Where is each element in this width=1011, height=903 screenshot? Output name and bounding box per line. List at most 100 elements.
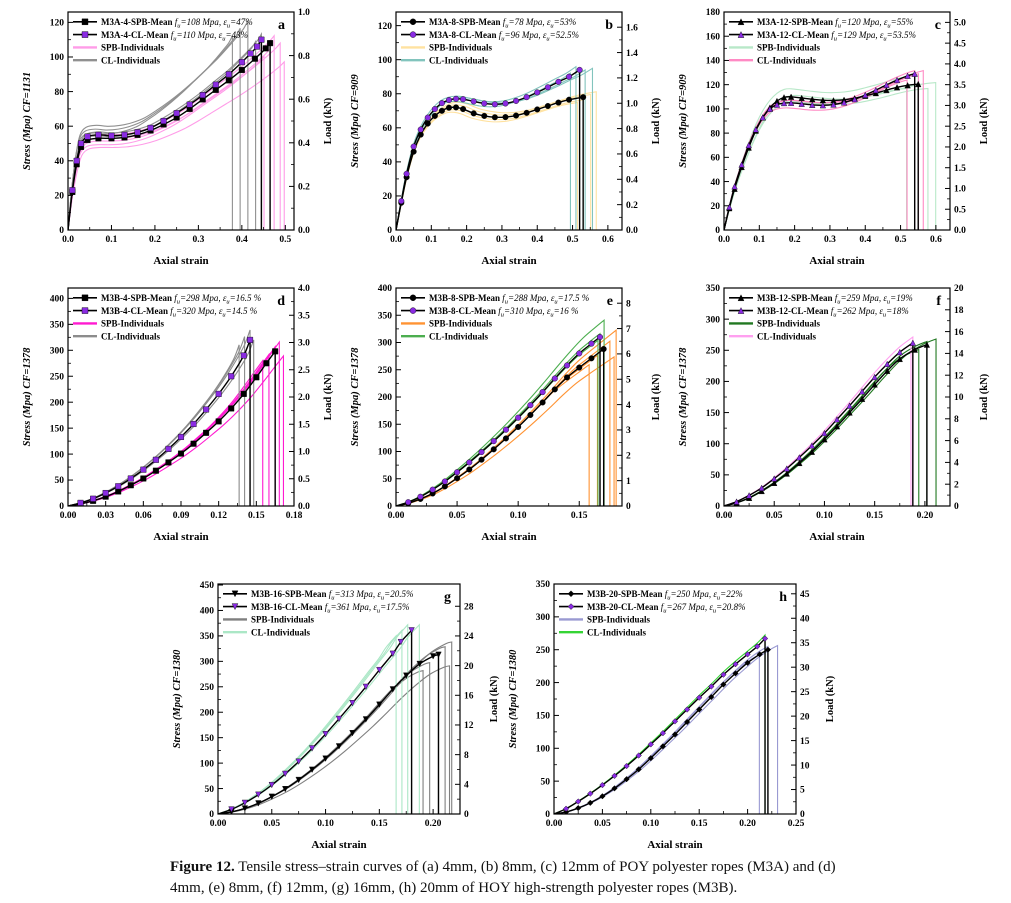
svg-text:Load (kN): Load (kN)	[651, 373, 662, 420]
panel-g-container: 0.00 0.05 0.10 0.15 0.20 0 50 100 150 200 250 300 35…	[170, 576, 504, 859]
svg-text:60: 60	[711, 154, 721, 164]
svg-text:5: 5	[626, 375, 631, 385]
panel-g-spb-mean-markers	[228, 651, 442, 814]
panel-h-axes: 0.00 0.05 0.10 0.15 0.20 0.250501001502002503…	[508, 580, 836, 851]
svg-text:0.05: 0.05	[766, 511, 783, 521]
svg-text:2: 2	[626, 452, 631, 462]
chart-e: 0.00 0.05 0.10 0.15050100150200250300350400…	[350, 284, 662, 543]
svg-text:100: 100	[378, 56, 393, 66]
svg-text:0.15: 0.15	[866, 511, 883, 521]
svg-text:0.3: 0.3	[192, 235, 204, 245]
svg-text:M3B-8-SPB-Mean fu=288 Mpa, εu=: M3B-8-SPB-Mean fu=288 Mpa, εu=17.5 %	[429, 293, 589, 306]
svg-text:25: 25	[800, 688, 810, 698]
svg-text:100: 100	[50, 53, 65, 63]
svg-text:35: 35	[800, 639, 810, 649]
svg-text:Axial strain: Axial strain	[809, 531, 864, 543]
svg-text:SPB-Individuals: SPB-Individuals	[757, 319, 821, 329]
panel-g-curves	[218, 623, 453, 814]
svg-text:300: 300	[378, 339, 393, 349]
svg-text:0: 0	[800, 810, 805, 820]
panel-h-cl-mean-markers	[563, 635, 769, 812]
svg-text:15: 15	[800, 737, 810, 747]
svg-text:Stress (Mpa) CF=1378: Stress (Mpa) CF=1378	[350, 347, 361, 446]
svg-text:20: 20	[464, 662, 474, 672]
svg-text:14: 14	[954, 350, 964, 360]
svg-text:Stress (Mpa) CF=1380: Stress (Mpa) CF=1380	[172, 649, 183, 748]
panel-a-legend: M3A-4-SPB-Mean fu=108 Mpa, εu=47%M3A-4-C…	[73, 17, 253, 65]
svg-text:M3A-12-SPB-Mean fu=120 Mpa, εu: M3A-12-SPB-Mean fu=120 Mpa, εu=55%	[757, 17, 913, 30]
svg-text:50: 50	[541, 777, 551, 787]
svg-text:0.6: 0.6	[626, 150, 638, 160]
svg-text:1.0: 1.0	[954, 185, 966, 195]
panel-letter-c: c	[935, 18, 941, 33]
svg-text:2: 2	[954, 480, 959, 490]
panel-b-curves	[396, 65, 597, 230]
svg-text:Stress (Mpa) CF=1131: Stress (Mpa) CF=1131	[22, 72, 33, 170]
svg-text:20: 20	[711, 202, 721, 212]
svg-text:40: 40	[55, 157, 65, 167]
svg-text:0.6: 0.6	[930, 235, 942, 245]
svg-text:350: 350	[378, 311, 393, 321]
svg-text:0.00: 0.00	[60, 511, 77, 521]
svg-text:Axial strain: Axial strain	[311, 839, 366, 851]
svg-text:0.20: 0.20	[425, 819, 442, 829]
svg-text:Axial strain: Axial strain	[481, 255, 536, 267]
panel-c-legend: M3A-12-SPB-Mean fu=120 Mpa, εu=55%M3A-12…	[729, 17, 916, 65]
panel-d-curves	[68, 329, 285, 506]
svg-text:300: 300	[706, 315, 721, 325]
svg-text:0.10: 0.10	[816, 511, 833, 521]
chart-b: 0.0 0.1 0.2 0.3 0.4 0.5 0.6 0 20 40 60 80 100 120 0.0 0…	[350, 11, 662, 267]
svg-text:0: 0	[209, 810, 214, 820]
panel-e-legend: M3B-8-SPB-Mean fu=288 Mpa, εu=17.5 %M3B-…	[401, 293, 589, 341]
panel-e-container: 0.00 0.05 0.10 0.15 0 50 100 150 200 250 300 350 400…	[348, 280, 666, 551]
svg-text:M3A-8-SPB-Mean fu=78 Mpa, εu=5: M3A-8-SPB-Mean fu=78 Mpa, εu=53%	[429, 17, 576, 30]
svg-text:SPB-Individuals: SPB-Individuals	[429, 43, 493, 53]
svg-text:350: 350	[706, 284, 721, 294]
caption-label: Figure 12.	[170, 859, 235, 875]
svg-text:0.0: 0.0	[62, 235, 74, 245]
svg-text:40: 40	[800, 614, 810, 624]
svg-text:100: 100	[200, 759, 215, 769]
svg-text:45: 45	[800, 590, 810, 600]
svg-text:80: 80	[711, 129, 721, 139]
svg-text:1.2: 1.2	[626, 74, 638, 84]
svg-text:0.03: 0.03	[97, 511, 114, 521]
svg-text:250: 250	[200, 683, 215, 693]
svg-text:100: 100	[706, 440, 721, 450]
svg-text:1.0: 1.0	[298, 448, 310, 458]
svg-text:CL-Individuals: CL-Individuals	[101, 331, 161, 341]
svg-text:350: 350	[50, 321, 65, 331]
svg-text:8: 8	[954, 415, 959, 425]
svg-text:M3B-8-CL-Mean fu=310 Mpa, εu=1: M3B-8-CL-Mean fu=310 Mpa, εu=16 %	[429, 306, 578, 319]
svg-text:160: 160	[706, 32, 721, 42]
figure-caption: Figure 12. Tensile stress–strain curves …	[170, 857, 866, 898]
panel-letter-e: e	[607, 294, 613, 309]
chart-h: 0.00 0.05 0.10 0.15 0.20 0.250501001502002503…	[508, 580, 836, 851]
svg-text:100: 100	[50, 450, 65, 460]
svg-text:0.00: 0.00	[716, 511, 733, 521]
svg-text:5: 5	[800, 786, 805, 796]
svg-text:0.5: 0.5	[298, 475, 310, 485]
svg-text:0.15: 0.15	[248, 511, 265, 521]
svg-text:0: 0	[59, 226, 64, 236]
svg-text:400: 400	[378, 284, 393, 294]
svg-text:20: 20	[800, 712, 810, 722]
svg-text:0.0: 0.0	[298, 502, 310, 512]
panel-b-legend: M3A-8-SPB-Mean fu=78 Mpa, εu=53%M3A-8-CL…	[401, 17, 579, 65]
svg-text:350: 350	[200, 632, 215, 642]
svg-text:2.0: 2.0	[298, 393, 310, 403]
svg-text:M3B-4-SPB-Mean fu=298 Mpa, εu=: M3B-4-SPB-Mean fu=298 Mpa, εu=16.5 %	[101, 293, 261, 306]
svg-text:CL-Individuals: CL-Individuals	[429, 55, 489, 65]
svg-text:Axial strain: Axial strain	[647, 839, 702, 851]
svg-text:4.0: 4.0	[954, 60, 966, 70]
svg-text:200: 200	[50, 398, 65, 408]
panel-h-spb-mean-markers	[563, 646, 772, 814]
svg-text:4: 4	[464, 781, 469, 791]
svg-text:0.20: 0.20	[917, 511, 934, 521]
svg-text:0.1: 0.1	[753, 235, 765, 245]
svg-text:300: 300	[200, 658, 215, 668]
panel-d-spb-mean-markers	[77, 348, 279, 506]
svg-text:150: 150	[200, 734, 215, 744]
svg-text:3.0: 3.0	[954, 102, 966, 112]
panel-letter-d: d	[277, 294, 285, 309]
